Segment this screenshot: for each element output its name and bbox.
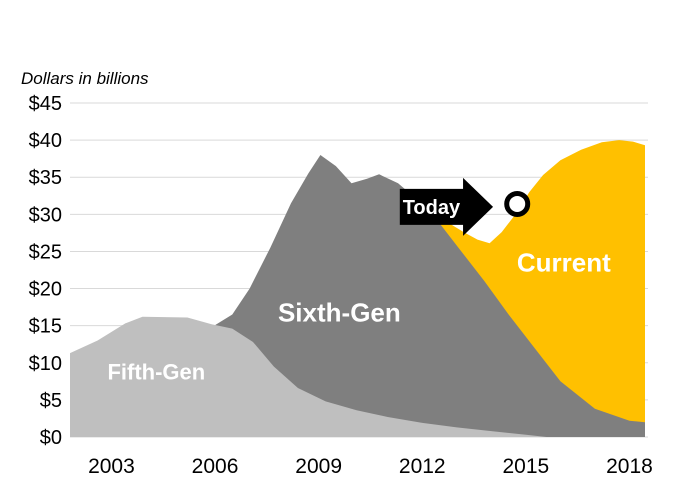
x-tick-label: 2003 bbox=[88, 455, 135, 478]
series-area-sixth-gen bbox=[187, 155, 645, 437]
chart-title: Dollars in billions bbox=[21, 69, 149, 88]
y-tick-label: $25 bbox=[29, 241, 62, 263]
y-tick-label: $20 bbox=[29, 279, 62, 301]
series-area-fifth-gen bbox=[70, 316, 547, 437]
y-tick-label: $45 bbox=[29, 93, 62, 115]
x-tick-label: 2018 bbox=[606, 455, 653, 478]
y-tick-label: $40 bbox=[29, 130, 62, 152]
x-tick-label: 2006 bbox=[192, 455, 239, 478]
series-label-fifth-gen: Fifth-Gen bbox=[107, 359, 205, 384]
y-tick-label: $0 bbox=[40, 427, 62, 449]
y-tick-label: $15 bbox=[29, 316, 62, 338]
today-marker-circle bbox=[504, 190, 531, 217]
x-tick-label: 2015 bbox=[502, 455, 549, 478]
y-tick-label: $35 bbox=[29, 167, 62, 189]
x-tick-label: 2012 bbox=[399, 455, 446, 478]
series-label-current: Current bbox=[517, 248, 611, 278]
y-tick-label: $5 bbox=[40, 390, 62, 412]
today-arrow bbox=[399, 177, 494, 236]
y-tick-label: $30 bbox=[29, 204, 62, 226]
today-arrow-label: Today bbox=[403, 197, 461, 219]
x-tick-label: 2009 bbox=[295, 455, 342, 478]
series-label-sixth-gen: Sixth-Gen bbox=[278, 297, 401, 327]
y-tick-label: $10 bbox=[29, 353, 62, 375]
